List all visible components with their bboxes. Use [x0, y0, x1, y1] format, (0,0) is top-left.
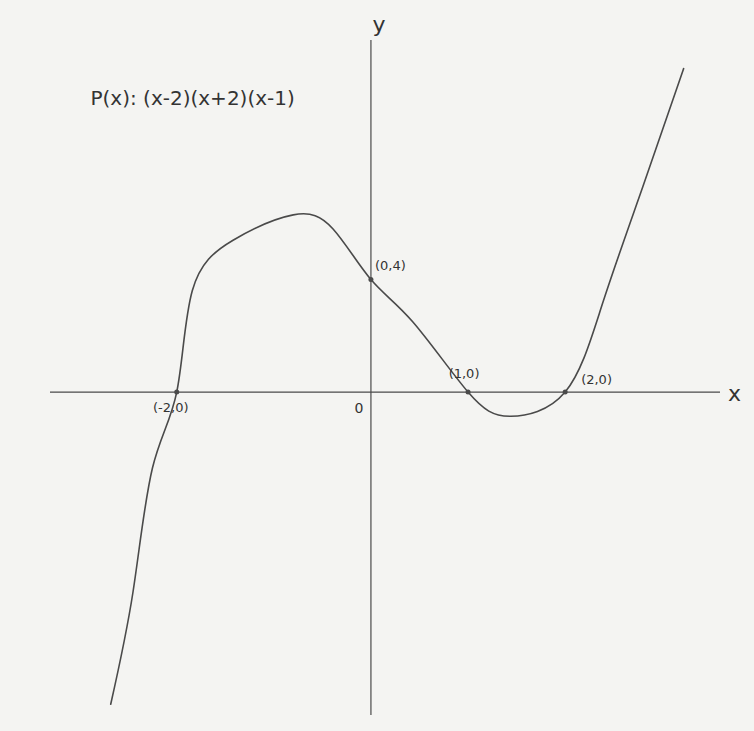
svg-text:(2,0): (2,0) — [581, 372, 612, 387]
svg-text:(0,4): (0,4) — [375, 258, 406, 273]
svg-text:x: x — [728, 381, 741, 406]
svg-text:(1,0): (1,0) — [449, 366, 480, 381]
svg-text:0: 0 — [354, 400, 363, 416]
svg-text:P(x): (x-2)(x+2)(x-1): P(x): (x-2)(x+2)(x-1) — [91, 86, 295, 110]
svg-text:(-2,0): (-2,0) — [153, 400, 189, 415]
svg-text:y: y — [372, 12, 385, 37]
